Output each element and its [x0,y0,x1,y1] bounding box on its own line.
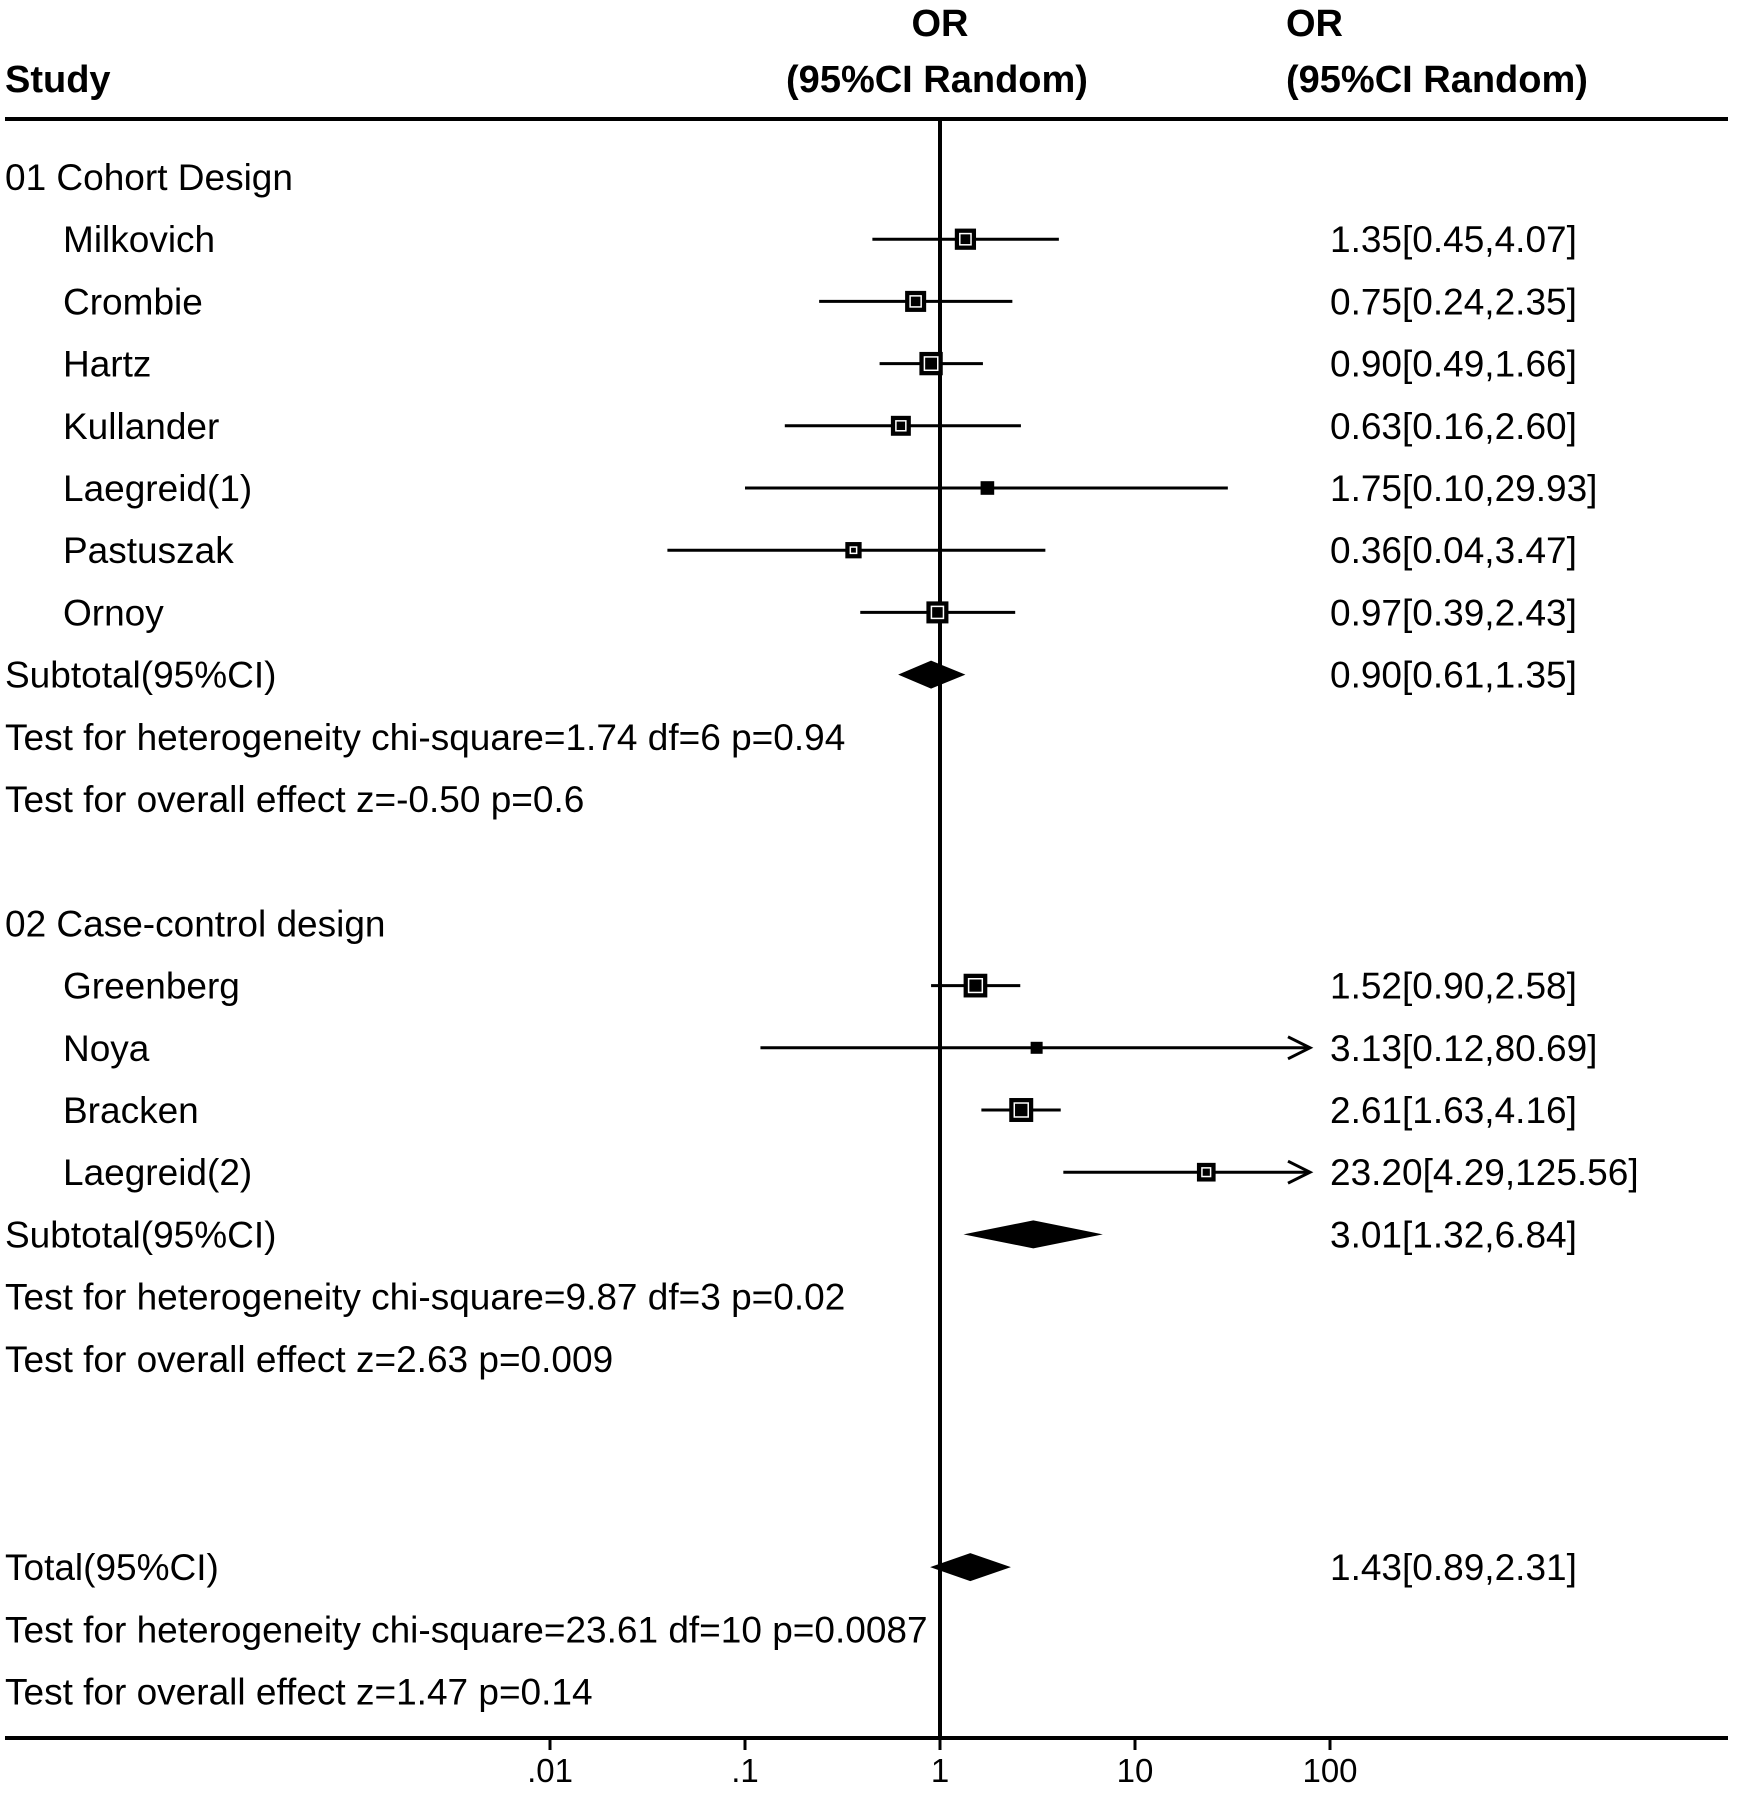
study-name: Bracken [63,1090,199,1131]
point-estimate-inner [967,977,984,994]
total-row-value: 1.43[0.89,2.31] [1330,1547,1577,1588]
group-title: 02 Case-control design [5,903,386,944]
overall-effect-test: Test for overall effect z=-0.50 p=0.6 [5,779,584,820]
point-estimate [926,601,949,624]
point-estimate-inner [895,420,907,432]
study-name: Laegreid(1) [63,468,252,509]
header-or-line1: OR [912,3,969,45]
or-value: 2.61[1.63,4.16] [1330,1090,1577,1131]
ci-arrow-icon [1287,1035,1314,1061]
or-value: 0.36[0.04,3.47] [1330,530,1577,571]
study-row: Ornoy 0.97[0.39,2.43] [63,592,1577,633]
header-study: Study [5,59,111,101]
study-name: Crombie [63,281,203,322]
point-estimate [845,542,862,559]
study-row: Bracken 2.61[1.63,4.16] [63,1090,1577,1131]
point-estimate [919,351,943,376]
or-value: 0.90[0.49,1.66] [1330,344,1577,385]
study-row: Hartz 0.90[0.49,1.66] [63,344,1577,385]
study-row: Milkovich 1.35[0.45,4.07] [63,219,1577,260]
or-value: 3.13[0.12,80.69] [1330,1028,1597,1069]
x-tick-label: 1 [931,1752,949,1789]
study-row: Greenberg 1.52[0.90,2.58] [63,966,1577,1007]
point-estimate [890,415,911,436]
overall-effect-test: Test for overall effect z=2.63 p=0.009 [5,1339,613,1380]
header-value-line1: OR [1286,3,1343,45]
study-row: Noya 3.13[0.12,80.69] [63,1028,1597,1069]
total-heterogeneity-test: Test for heterogeneity chi-square=23.61 … [5,1609,928,1650]
study-name: Ornoy [63,592,164,633]
point-estimate-inner [959,232,972,246]
study-name: Laegreid(2) [63,1152,252,1193]
study-name: Milkovich [63,219,215,260]
point-estimate-inner [909,295,922,308]
point-estimate [905,290,927,312]
point-estimate [963,973,988,998]
study-row: Kullander 0.63[0.16,2.60] [63,406,1577,447]
x-tick-label: 100 [1302,1752,1357,1789]
total-overall-effect-test: Test for overall effect z=1.47 p=0.14 [5,1672,593,1713]
point-estimate-inner [1201,1167,1212,1178]
or-value: 1.35[0.45,4.07] [1330,219,1577,260]
study-name: Hartz [63,344,151,385]
ci-arrow-icon [1287,1159,1314,1185]
point-estimate-inner [849,546,858,555]
point-estimate [1009,1098,1034,1122]
total-row: Total(95%CI) 1.43[0.89,2.31] [5,1547,1577,1588]
study-name: Noya [63,1028,150,1069]
subtotal-row-label: Subtotal(95%CI) [5,655,276,696]
subtotal-row-value: 3.01[1.32,6.84] [1330,1214,1577,1255]
pooled-estimate-diamond [930,1553,1011,1582]
study-row: Laegreid(2) 23.20[4.29,125.56] [63,1152,1639,1193]
point-estimate [1196,1162,1216,1182]
point-estimate-inner [923,356,939,372]
subtotal-row: Subtotal(95%CI) 0.90[0.61,1.35] [5,655,1577,696]
subtotal-row-value: 0.90[0.61,1.35] [1330,655,1577,696]
pooled-estimate-diamond [898,660,966,689]
study-name: Pastuszak [63,530,234,571]
group-title: 01 Cohort Design [5,157,293,198]
subtotal-row: Subtotal(95%CI) 3.01[1.32,6.84] [5,1214,1577,1255]
or-value: 0.63[0.16,2.60] [1330,406,1577,447]
point-estimate [954,228,977,250]
total-row-label: Total(95%CI) [5,1547,219,1588]
point-estimate [1030,1041,1043,1054]
x-tick-label: .01 [527,1752,573,1789]
study-name: Kullander [63,406,219,447]
or-value: 1.75[0.10,29.93] [1330,468,1597,509]
x-tick-label: .1 [731,1752,759,1789]
study-name: Greenberg [63,966,240,1007]
or-value: 23.20[4.29,125.56] [1330,1152,1639,1193]
or-value: 0.97[0.39,2.43] [1330,592,1577,633]
pooled-estimate-diamond [963,1220,1103,1249]
study-row: Pastuszak 0.36[0.04,3.47] [63,530,1577,571]
point-estimate [980,481,995,495]
subtotal-row-label: Subtotal(95%CI) [5,1214,276,1255]
study-row: Laegreid(1) 1.75[0.10,29.93] [63,468,1597,509]
point-estimate-inner [1013,1102,1029,1118]
study-row: Crombie 0.75[0.24,2.35] [63,281,1577,322]
header-or-line2: (95%CI Random) [786,59,1088,101]
or-value: 0.75[0.24,2.35] [1330,281,1577,322]
heterogeneity-test: Test for heterogeneity chi-square=1.74 d… [5,717,845,758]
point-estimate-inner [930,605,945,620]
x-tick-label: 10 [1117,1752,1154,1789]
heterogeneity-test: Test for heterogeneity chi-square=9.87 d… [5,1277,845,1318]
or-value: 1.52[0.90,2.58] [1330,966,1577,1007]
header-value-line2: (95%CI Random) [1286,59,1588,101]
